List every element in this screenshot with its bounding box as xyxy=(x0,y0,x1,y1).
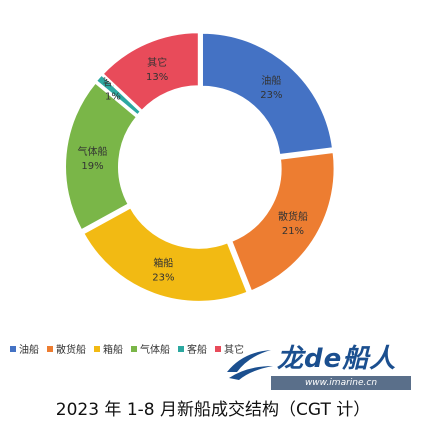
legend-item-3: 气体船 xyxy=(131,341,170,356)
slice-label-3: 气体船 xyxy=(77,145,107,158)
legend-swatch-0 xyxy=(10,345,16,352)
pie-slice-2 xyxy=(81,206,249,303)
chart-caption: 2023 年 1-8 月新船成交结构（CGT 计） xyxy=(55,400,371,420)
slice-label-1: 散货船 xyxy=(278,210,308,223)
slice-value-1: 21% xyxy=(282,226,304,237)
legend-label-5: 其它 xyxy=(224,345,244,356)
watermark-brand: 龙de船人 xyxy=(277,344,397,374)
pie-slice-0 xyxy=(200,31,335,157)
watermark-url: www.imarine.cn xyxy=(271,376,411,390)
legend: 油船 散货船 箱船 气体船 客船 其它 xyxy=(10,341,244,356)
legend-item-2: 箱船 xyxy=(94,341,123,356)
watermark-logo: 龙de船人 www.imarine.cn xyxy=(227,338,415,394)
slice-value-0: 23% xyxy=(260,90,282,101)
slice-label-0: 油船 xyxy=(261,74,281,87)
legend-label-3: 气体船 xyxy=(140,345,170,356)
slice-value-2: 23% xyxy=(152,273,174,284)
swoosh-icon xyxy=(227,350,273,380)
legend-item-5: 其它 xyxy=(215,341,244,356)
slice-label-5: 其它 xyxy=(147,56,167,69)
slice-value-4: 1% xyxy=(105,92,121,103)
legend-swatch-4 xyxy=(178,345,184,352)
slice-value-3: 19% xyxy=(81,161,103,172)
legend-label-2: 箱船 xyxy=(103,345,123,356)
pie-slice-5 xyxy=(101,31,200,113)
legend-item-4: 客船 xyxy=(178,341,207,356)
legend-swatch-3 xyxy=(131,345,137,352)
pie-slice-1 xyxy=(229,150,336,293)
legend-item-1: 散货船 xyxy=(47,341,86,356)
legend-label-1: 散货船 xyxy=(56,345,86,356)
slice-label-2: 箱船 xyxy=(153,257,173,270)
slice-value-5: 13% xyxy=(146,72,168,83)
legend-label-0: 油船 xyxy=(19,345,39,356)
pie-slice-4 xyxy=(94,73,143,117)
legend-item-0: 油船 xyxy=(10,341,39,356)
legend-swatch-5 xyxy=(215,345,221,352)
pie-slice-3 xyxy=(64,81,139,232)
legend-swatch-2 xyxy=(94,345,100,352)
legend-swatch-1 xyxy=(47,345,53,352)
legend-label-4: 客船 xyxy=(187,345,207,356)
